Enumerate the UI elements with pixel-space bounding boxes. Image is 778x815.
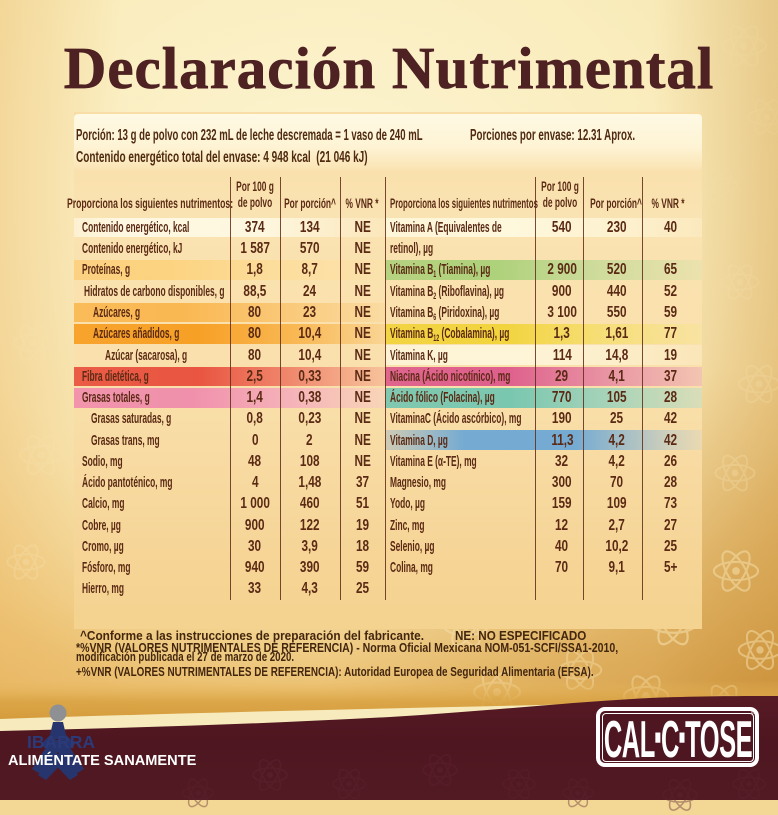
svg-text:IBARRA: IBARRA — [27, 732, 95, 752]
svg-text:ALIMÉNTATE SANAMENTE: ALIMÉNTATE SANAMENTE — [8, 752, 197, 769]
